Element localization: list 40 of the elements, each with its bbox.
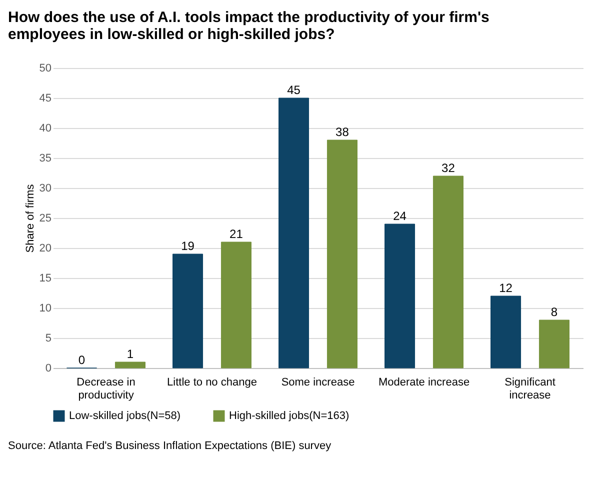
legend-label: Low-skilled jobs(N=58) bbox=[69, 410, 181, 422]
source-note: Source: Atlanta Fed's Business Inflation Expectations (BIE) survey bbox=[8, 440, 332, 452]
data-label: 24 bbox=[393, 209, 407, 223]
bar bbox=[114, 362, 146, 368]
x-tick-label: Decrease in productivity bbox=[76, 376, 136, 402]
y-tick-label: 25 bbox=[39, 212, 52, 224]
bar bbox=[326, 140, 358, 368]
y-tick-label: 15 bbox=[39, 272, 52, 284]
y-axis-title: Share of firms bbox=[24, 184, 36, 253]
chart-title: How does the use of A.I. tools impact the productivity of your firm's employees in low-skilled or high-skilled jobs? bbox=[8, 9, 490, 43]
data-label: 21 bbox=[230, 227, 244, 241]
y-tick-label: 40 bbox=[39, 122, 52, 134]
bar bbox=[432, 176, 464, 368]
y-tick-label: 35 bbox=[39, 152, 52, 164]
data-label: 12 bbox=[499, 281, 513, 295]
bar bbox=[278, 98, 310, 368]
x-tick-label: Significant increase bbox=[504, 376, 556, 402]
y-tick-label: 0 bbox=[45, 362, 52, 374]
y-tick-label: 30 bbox=[39, 182, 52, 194]
bar bbox=[538, 320, 570, 368]
data-label: 0 bbox=[78, 353, 86, 367]
y-tick-label: 50 bbox=[39, 62, 52, 74]
bar bbox=[220, 242, 252, 368]
bar bbox=[490, 296, 522, 368]
data-label: 8 bbox=[550, 305, 558, 319]
data-label: 1 bbox=[126, 347, 134, 361]
legend-label: High-skilled jobs(N=163) bbox=[229, 410, 350, 422]
x-tick-label: Some increase bbox=[281, 376, 355, 388]
y-tick-label: 10 bbox=[39, 302, 52, 314]
data-label: 38 bbox=[336, 125, 350, 139]
y-tick-label: 5 bbox=[45, 332, 52, 344]
y-tick-label: 20 bbox=[39, 242, 52, 254]
data-label: 32 bbox=[442, 161, 456, 175]
bar bbox=[172, 254, 204, 368]
data-label: 19 bbox=[181, 239, 195, 253]
bar bbox=[384, 224, 416, 368]
data-label: 45 bbox=[287, 83, 301, 97]
y-tick-label: 45 bbox=[39, 92, 52, 104]
x-tick-label: Moderate increase bbox=[378, 376, 470, 388]
x-tick-label: Little to no change bbox=[167, 376, 257, 388]
